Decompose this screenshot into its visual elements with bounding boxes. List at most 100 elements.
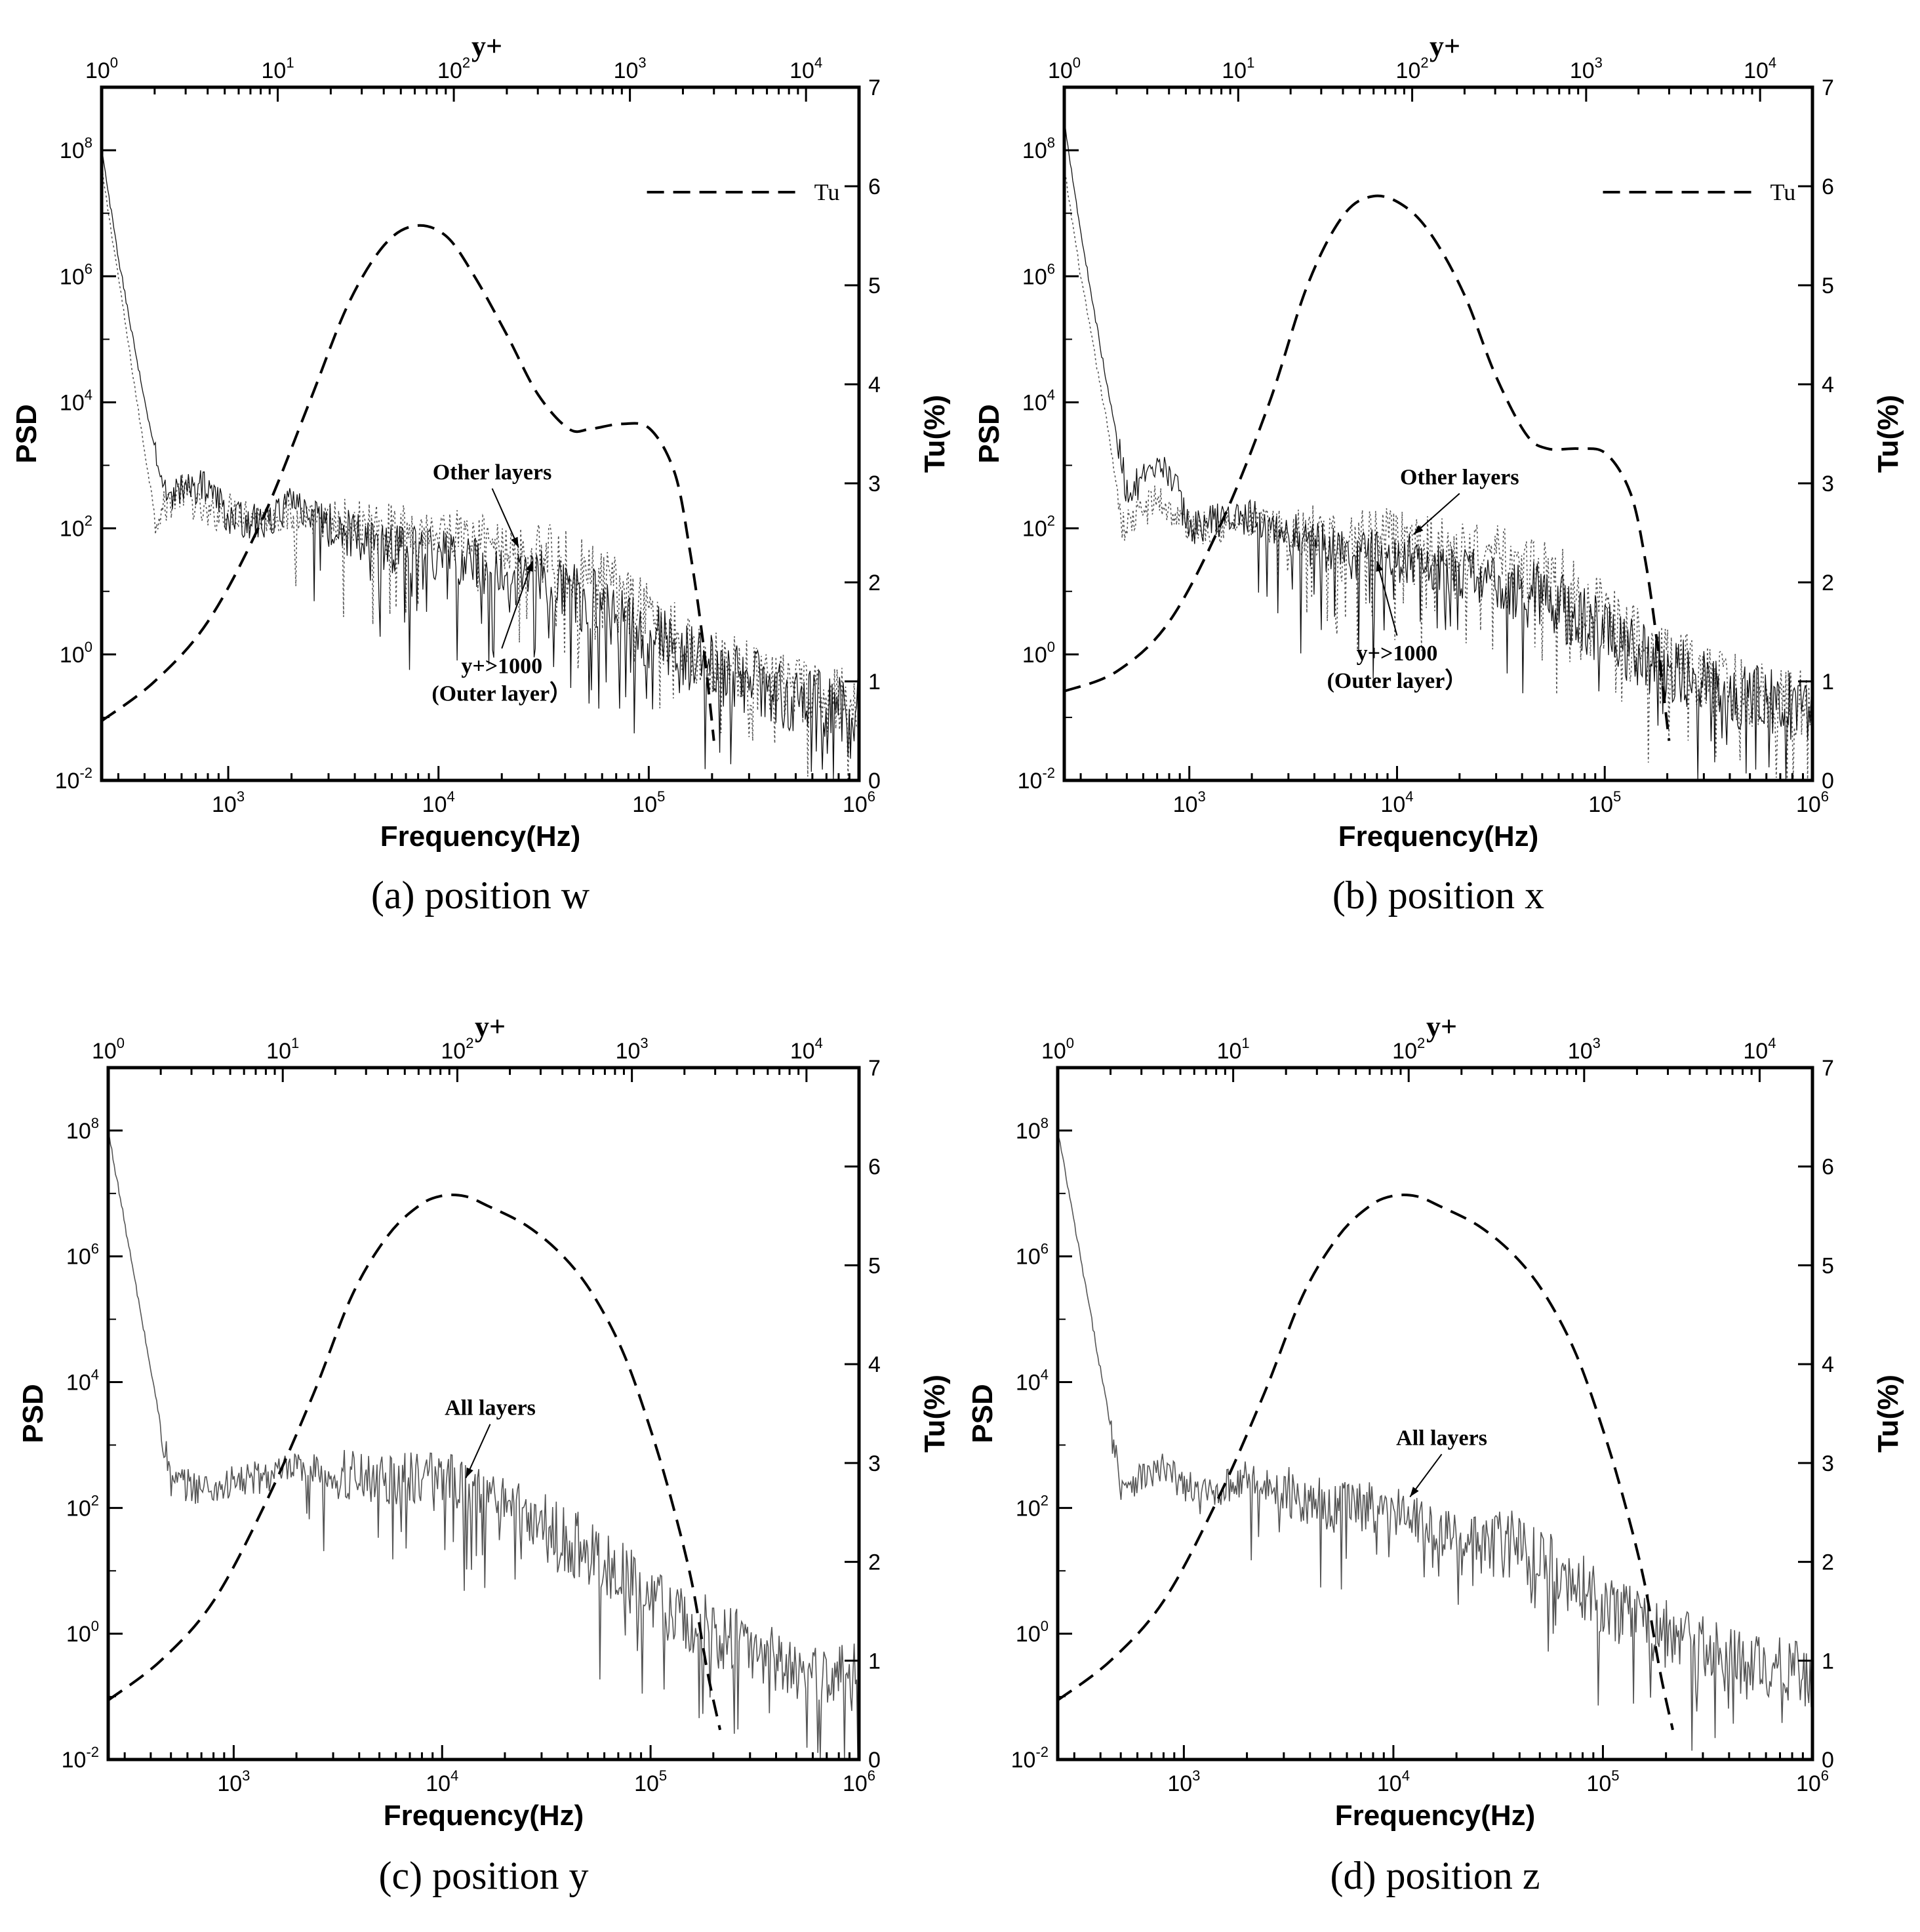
annotation-text: (Outer layer） bbox=[1327, 668, 1468, 693]
x-tick-label: 106 bbox=[1796, 1767, 1829, 1796]
y-tick-label-exp: 6 bbox=[91, 1241, 99, 1257]
psd-series-1 bbox=[102, 168, 859, 780]
top-tick-label: 102 bbox=[1392, 1035, 1425, 1064]
x-tick-label-base: 10 bbox=[212, 792, 237, 817]
top-tick-label-exp: 4 bbox=[1768, 1035, 1776, 1051]
x-tick-label: 103 bbox=[1167, 1767, 1200, 1796]
x-tick-label-exp: 5 bbox=[659, 1767, 667, 1784]
top-tick-label-exp: 0 bbox=[1066, 1035, 1074, 1051]
plot-frame bbox=[1062, 85, 1814, 782]
y-tick-label: 104 bbox=[60, 386, 92, 415]
top-tick-label-exp: 3 bbox=[1593, 1035, 1601, 1051]
top-tick-label-base: 10 bbox=[1743, 1039, 1768, 1064]
annotation-arrowhead bbox=[1413, 525, 1424, 534]
y-tick-label-base: 10 bbox=[1016, 1496, 1041, 1521]
y-tick-label-base: 10 bbox=[1018, 769, 1043, 794]
x-tick-label: 106 bbox=[843, 1767, 875, 1796]
y2-tick-label: 1 bbox=[868, 1649, 881, 1674]
y-tick-label-exp: 8 bbox=[1041, 1115, 1049, 1131]
psd-series-1 bbox=[1058, 1129, 1812, 1751]
y-tick-label: 108 bbox=[60, 134, 92, 163]
x-tick-label-base: 10 bbox=[1586, 1771, 1611, 1796]
top-tick-label-base: 10 bbox=[1570, 58, 1595, 83]
top-tick-label: 100 bbox=[1048, 54, 1081, 83]
panel-caption: (b) position x bbox=[1332, 874, 1544, 917]
y-tick-label-exp: 0 bbox=[1047, 639, 1055, 655]
chart-panel-4: 103 104 105 10610-2100102104106108012345671… bbox=[967, 1011, 1904, 1897]
annotation-text: y+>1000 bbox=[1357, 641, 1438, 666]
y2-tick-label: 5 bbox=[868, 273, 881, 298]
top-tick-label-exp: 0 bbox=[117, 1035, 125, 1051]
chart-panel-3: 103 104 105 10610-2100102104106108012345671… bbox=[17, 1011, 951, 1897]
y-tick-label: 10-2 bbox=[1011, 1744, 1049, 1773]
x-tick-label: 104 bbox=[422, 788, 455, 817]
x-tick-label: 103 bbox=[1173, 788, 1206, 817]
x-tick-label-base: 10 bbox=[1380, 792, 1405, 817]
top-tick-label: 104 bbox=[790, 54, 822, 83]
y2-tick-label: 3 bbox=[1822, 472, 1834, 496]
x-tick-label-base: 10 bbox=[422, 792, 447, 817]
x-tick-label: 104 bbox=[426, 1767, 458, 1796]
annotation-text: All layers bbox=[445, 1396, 536, 1420]
plot-frame bbox=[106, 1066, 861, 1761]
top-tick-label: 104 bbox=[1743, 1035, 1776, 1064]
y-tick-label-exp: 0 bbox=[85, 639, 92, 655]
x-tick-label-exp: 3 bbox=[1192, 1767, 1200, 1784]
y-tick-label: 102 bbox=[1022, 513, 1055, 542]
x-tick-label-exp: 4 bbox=[1405, 788, 1413, 805]
top-tick-label-base: 10 bbox=[85, 58, 110, 83]
top-tick-label-base: 10 bbox=[614, 58, 639, 83]
annotation-text: y+>1000 bbox=[461, 654, 542, 679]
y-tick-label-base: 10 bbox=[62, 1748, 87, 1773]
y2-tick-label: 4 bbox=[868, 1352, 881, 1377]
top-tick-label-exp: 2 bbox=[1420, 54, 1428, 71]
top-tick-label-exp: 1 bbox=[1241, 1035, 1249, 1051]
top-axis-title: y+ bbox=[1426, 1011, 1457, 1043]
y-tick-label-base: 10 bbox=[1016, 1245, 1041, 1270]
top-tick-label-exp: 0 bbox=[1073, 54, 1081, 71]
top-tick-label-base: 10 bbox=[1048, 58, 1073, 83]
y-tick-label-exp: 8 bbox=[1047, 134, 1055, 151]
y-tick-label-base: 10 bbox=[55, 769, 80, 794]
y-tick-label: 106 bbox=[1016, 1241, 1049, 1270]
x-tick-label-exp: 3 bbox=[1197, 788, 1205, 805]
y-tick-label-base: 10 bbox=[66, 1622, 91, 1647]
x-tick-label-base: 10 bbox=[1167, 1771, 1192, 1796]
y-tick-label-exp: 8 bbox=[85, 134, 92, 151]
tu-series bbox=[108, 1194, 722, 1731]
y-tick-label-exp: 4 bbox=[1041, 1367, 1049, 1383]
annotation-arrowhead bbox=[511, 536, 519, 548]
y-tick-label-base: 10 bbox=[60, 138, 85, 163]
y-tick-label: 100 bbox=[60, 639, 92, 668]
y-axis-title: PSD bbox=[10, 404, 43, 463]
x-tick-label: 103 bbox=[217, 1767, 250, 1796]
x-tick-label: 105 bbox=[632, 788, 665, 817]
y-tick-label-base: 10 bbox=[60, 390, 85, 415]
y2-tick-label: 2 bbox=[868, 1550, 881, 1575]
y-tick-label-base: 10 bbox=[60, 517, 85, 542]
y-tick-label-exp: 6 bbox=[1041, 1241, 1049, 1257]
y-tick-label: 100 bbox=[1016, 1618, 1049, 1647]
y2-tick-label: 6 bbox=[868, 1155, 881, 1180]
y2-tick-label: 6 bbox=[868, 174, 881, 199]
top-tick-label: 103 bbox=[1568, 1035, 1601, 1064]
y-tick-label-exp: 2 bbox=[1041, 1492, 1049, 1508]
top-tick-label: 101 bbox=[1222, 54, 1254, 83]
x-tick-label-exp: 3 bbox=[242, 1767, 250, 1784]
top-tick-label: 101 bbox=[266, 1035, 299, 1064]
x-tick-label-exp: 4 bbox=[447, 788, 454, 805]
y-tick-label-exp: 4 bbox=[85, 386, 92, 403]
x-tick-label-base: 10 bbox=[843, 1771, 868, 1796]
annotation-text: All layers bbox=[1396, 1426, 1487, 1450]
y-tick-label-base: 10 bbox=[1016, 1371, 1041, 1396]
x-tick-label-exp: 4 bbox=[1402, 1767, 1410, 1784]
y2-tick-label: 0 bbox=[1822, 1748, 1834, 1773]
top-axis-title: y+ bbox=[1430, 30, 1460, 62]
psd-series-2 bbox=[102, 149, 859, 780]
chart-panel-1: 103 104 105 10610-2100102104106108012345671… bbox=[10, 30, 951, 917]
top-tick-label-exp: 0 bbox=[110, 54, 118, 71]
plot-frame bbox=[100, 85, 861, 782]
x-tick-label-base: 10 bbox=[217, 1771, 242, 1796]
y-tick-label: 10-2 bbox=[62, 1744, 99, 1773]
y2-tick-label: 3 bbox=[868, 472, 881, 496]
